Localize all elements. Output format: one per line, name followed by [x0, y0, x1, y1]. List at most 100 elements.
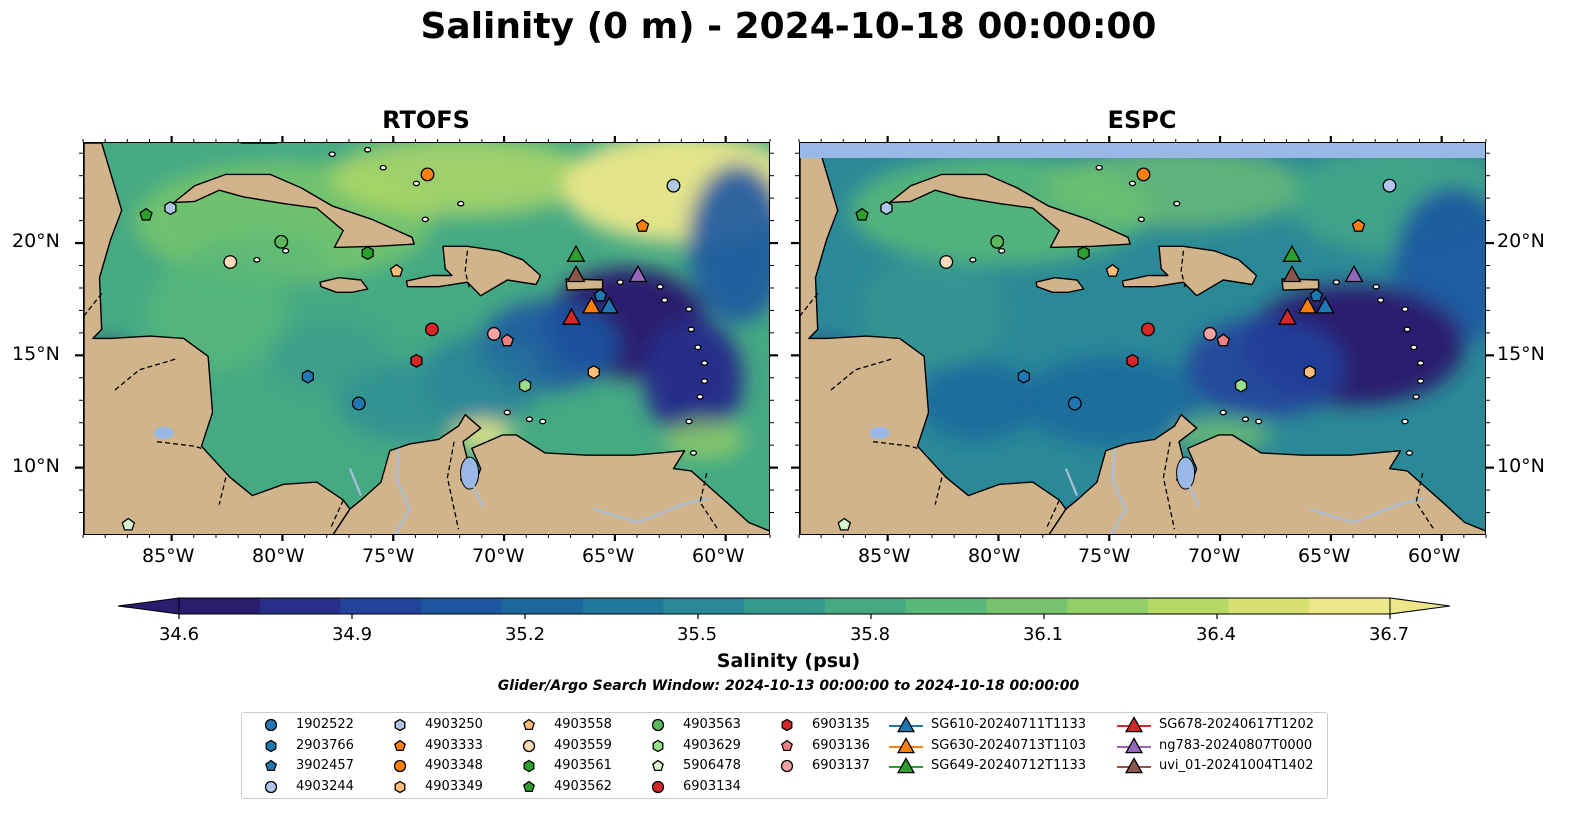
- legend-label: 4903629: [683, 737, 741, 753]
- small-island: [1403, 326, 1411, 333]
- legend-label: SG630-20240713T1103: [931, 737, 1087, 753]
- observation-marker-4903349: [587, 365, 600, 380]
- map-panel-espc[interactable]: [799, 142, 1486, 535]
- observation-marker-3902457: [593, 288, 608, 302]
- legend-symbol: [265, 759, 277, 772]
- lat-label: 15°N: [12, 343, 60, 365]
- small-island: [1137, 216, 1145, 223]
- lon-label: 85°W: [858, 545, 911, 567]
- legend-label: 4903348: [425, 758, 483, 773]
- legend-symbol: [394, 718, 406, 732]
- legend-label: SG678-20240617T1202: [1159, 717, 1315, 732]
- national-border: [934, 477, 943, 505]
- observation-marker-ng783-20240807T0000: [628, 264, 648, 283]
- legend-marker: [652, 739, 664, 752]
- national-border: [873, 441, 918, 450]
- lon-label: 70°W: [472, 545, 525, 567]
- legend-label: ng783-20240807T0000: [1159, 737, 1313, 753]
- lon-label: 60°W: [692, 545, 745, 567]
- small-island: [253, 256, 261, 263]
- legend: 1902522 2903766 3902457 4903244 4903250 49033…: [241, 712, 1328, 799]
- national-border: [1045, 499, 1060, 530]
- legend-label: 6903134: [683, 778, 741, 794]
- national-border: [157, 441, 202, 450]
- observation-marker-6903134: [424, 322, 439, 337]
- legend-symbol: [1124, 716, 1144, 733]
- legend-label: SG610-20240711T1133: [931, 717, 1087, 732]
- legend-symbol: [896, 757, 916, 774]
- lat-label: 10°N: [12, 455, 60, 477]
- national-border: [699, 472, 719, 530]
- observation-marker-1902522: [351, 396, 366, 411]
- legend-symbol: [781, 718, 793, 732]
- legend-symbol: [264, 780, 278, 793]
- panel-title-espc: ESPC: [1107, 106, 1177, 134]
- colorbar-frame: [178, 597, 1391, 615]
- map-panel-rtofs[interactable]: [83, 142, 770, 535]
- observation-marker-SG678-20240617T1202: [561, 307, 582, 325]
- colorbar-tick-label: 34.9: [331, 624, 373, 645]
- legend-label: 3902457: [296, 758, 354, 773]
- small-island: [1255, 418, 1263, 425]
- legend-marker: [781, 739, 793, 751]
- legend-label: 1902522: [296, 717, 354, 732]
- salinity-patch: [643, 318, 744, 439]
- colorbar-segment: [1309, 598, 1391, 614]
- legend-marker: [393, 759, 407, 773]
- legend-symbol: [264, 718, 278, 732]
- colorbar-segment: [1067, 598, 1149, 614]
- observation-marker-4903563: [990, 234, 1005, 249]
- legend-symbol: [265, 739, 277, 752]
- legend-marker: [889, 736, 923, 753]
- colorbar-tick-label: 35.8: [849, 624, 891, 645]
- legend-marker: [1117, 757, 1151, 774]
- small-island: [998, 247, 1006, 254]
- colorbar-segment: [340, 598, 422, 614]
- small-island: [660, 297, 669, 304]
- colorbar-title: Salinity (psu): [716, 650, 861, 672]
- small-island: [696, 393, 704, 400]
- legend-marker: [265, 739, 277, 752]
- salinity-patch: [267, 321, 388, 392]
- observation-marker-SG630-20240713T1103: [1297, 296, 1318, 314]
- national-border: [1415, 472, 1435, 530]
- small-island: [1241, 416, 1250, 423]
- lon-label: 65°W: [582, 545, 635, 567]
- legend-label: 4903563: [683, 717, 741, 732]
- small-island: [1405, 450, 1414, 456]
- observation-marker-4903349: [1303, 365, 1316, 380]
- legend-label: 2903766: [296, 737, 354, 753]
- colorbar-segment: [421, 598, 503, 614]
- legend-symbol: [781, 739, 793, 751]
- national-border: [114, 357, 178, 391]
- small-island: [1219, 409, 1227, 416]
- small-island: [328, 151, 336, 158]
- legend-marker: [781, 718, 793, 732]
- legend-marker: [264, 780, 278, 793]
- small-island: [1095, 164, 1103, 171]
- legend-symbol: [393, 759, 407, 773]
- observation-marker-6903137: [1203, 326, 1217, 341]
- no-data-band: [800, 143, 1485, 158]
- lat-label: 10°N: [1497, 455, 1545, 477]
- colorbar: [117, 597, 1451, 619]
- legend-marker: [523, 718, 535, 731]
- legend-marker: [780, 759, 794, 773]
- lake-maracaibo: [460, 456, 480, 490]
- south-america-landmass: [1048, 414, 1485, 534]
- small-island: [1410, 344, 1418, 351]
- observation-marker-4903561: [361, 245, 374, 261]
- small-island: [1416, 378, 1425, 384]
- observation-marker-4903348: [420, 167, 435, 182]
- observation-marker-6903135: [1126, 353, 1139, 368]
- observation-marker-uvi_01-20241004T1402: [1282, 264, 1302, 283]
- observation-marker-4903563: [274, 234, 289, 249]
- salinity-patch: [687, 164, 769, 325]
- lake-maracaibo: [1176, 456, 1196, 490]
- colorbar-tick-label: 36.7: [1368, 624, 1410, 645]
- small-island: [685, 306, 693, 313]
- legend-label: 4903349: [425, 778, 483, 794]
- river: [1309, 496, 1426, 524]
- small-island: [1372, 283, 1380, 290]
